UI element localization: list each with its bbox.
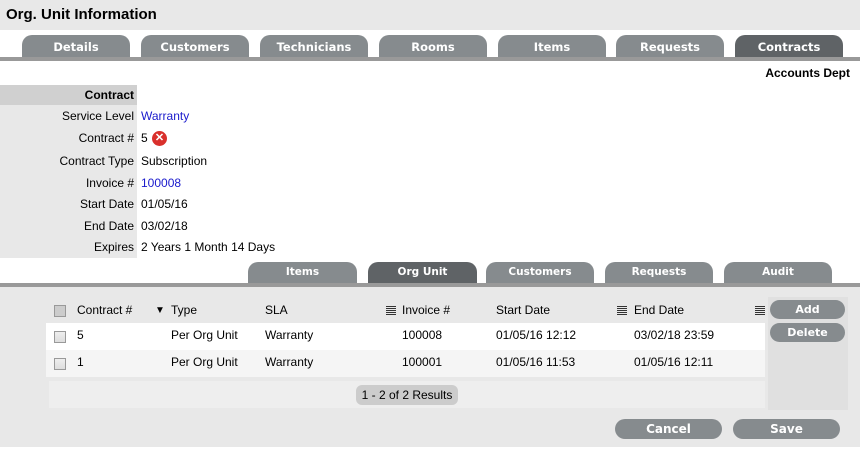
tab-contracts[interactable]: Contracts: [735, 35, 843, 57]
select-all-checkbox[interactable]: [54, 305, 66, 317]
expires-label: Expires: [93, 240, 134, 254]
contract-type-value: Subscription: [141, 154, 208, 168]
tab-items[interactable]: Items: [498, 35, 606, 57]
subtab-org-unit[interactable]: Org Unit: [368, 262, 477, 283]
row-checkbox[interactable]: [54, 358, 66, 370]
cell-end-date: 03/02/18 23:59: [634, 328, 715, 342]
cell-type: Per Org Unit: [171, 328, 238, 342]
end-date-value: 03/02/18: [141, 219, 188, 233]
contract-no-label: Contract #: [78, 131, 134, 145]
save-button[interactable]: Save: [733, 419, 840, 439]
title-bar: [0, 0, 860, 30]
tab-bar: [0, 57, 860, 61]
delete-button[interactable]: Delete: [770, 323, 845, 342]
end-date-label: End Date: [83, 219, 134, 233]
tab-details[interactable]: Details: [22, 35, 130, 57]
col-sla[interactable]: SLA: [265, 303, 288, 317]
page-title: Org. Unit Information: [6, 6, 157, 23]
tab-rooms[interactable]: Rooms: [379, 35, 487, 57]
start-date-label: Start Date: [79, 197, 134, 211]
cell-sla: Warranty: [265, 328, 314, 342]
filter-icon[interactable]: ▼: [155, 305, 165, 316]
col-type[interactable]: Type: [171, 303, 198, 317]
col-start-date[interactable]: Start Date: [496, 303, 551, 317]
label-column: [0, 85, 137, 258]
invoice-link[interactable]: 100008: [141, 176, 182, 190]
cell-contract-no: 5: [77, 328, 84, 342]
column-menu-icon[interactable]: [386, 306, 396, 316]
tab-customers[interactable]: Customers: [141, 35, 249, 57]
cell-end-date: 01/05/16 12:11: [634, 355, 714, 369]
section-title: Contract: [84, 88, 134, 102]
table-row[interactable]: [46, 350, 765, 377]
cell-invoice: 100008: [402, 328, 443, 342]
cell-start-date: 01/05/16 12:12: [496, 328, 577, 342]
pagination-info: 1 - 2 of 2 Results: [356, 385, 458, 405]
col-invoice[interactable]: Invoice #: [402, 303, 451, 317]
col-contract-no[interactable]: Contract #: [77, 303, 133, 317]
tab-technicians[interactable]: Technicians: [260, 35, 368, 57]
subtab-bar: [0, 283, 860, 287]
column-menu-icon[interactable]: [617, 306, 627, 316]
contract-type-label: Contract Type: [59, 154, 134, 168]
cell-type: Per Org Unit: [171, 355, 238, 369]
service-level-link[interactable]: Warranty: [141, 109, 190, 123]
row-checkbox[interactable]: [54, 331, 66, 343]
expires-value: 2 Years 1 Month 14 Days: [141, 240, 276, 254]
start-date-value: 01/05/16: [141, 197, 188, 211]
col-end-date[interactable]: End Date: [634, 303, 685, 317]
contract-no-value: 5: [141, 131, 148, 145]
tab-requests[interactable]: Requests: [616, 35, 724, 57]
cancel-button[interactable]: Cancel: [615, 419, 722, 439]
subtab-customers[interactable]: Customers: [486, 262, 594, 283]
cell-sla: Warranty: [265, 355, 314, 369]
add-button[interactable]: Add: [770, 300, 845, 319]
invoice-label: Invoice #: [85, 176, 134, 190]
column-menu-icon[interactable]: [755, 306, 765, 316]
subtab-items[interactable]: Items: [248, 262, 357, 283]
subtab-requests[interactable]: Requests: [605, 262, 713, 283]
table-row[interactable]: [46, 323, 765, 350]
service-level-label: Service Level: [61, 109, 134, 123]
cell-invoice: 100001: [402, 355, 443, 369]
cell-contract-no: 1: [77, 355, 84, 369]
subtab-audit[interactable]: Audit: [724, 262, 832, 283]
cell-start-date: 01/05/16 11:53: [496, 355, 576, 369]
remove-contract-icon[interactable]: ✕: [152, 131, 167, 146]
contract-section-header: [0, 85, 137, 105]
org-unit-name: Accounts Dept: [765, 66, 850, 80]
